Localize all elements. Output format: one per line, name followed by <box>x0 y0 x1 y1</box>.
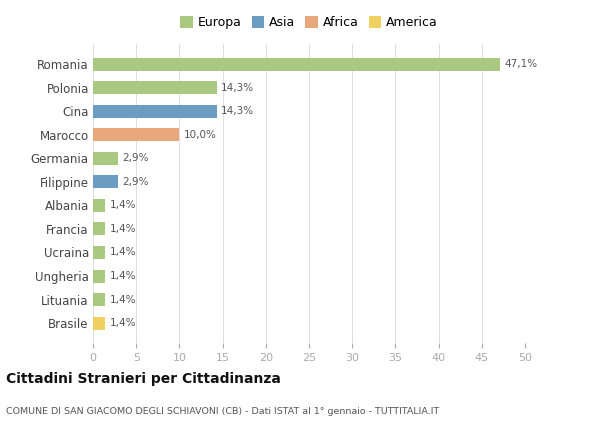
Bar <box>93 317 105 330</box>
Bar <box>93 81 217 94</box>
Text: 14,3%: 14,3% <box>221 106 254 116</box>
Text: 14,3%: 14,3% <box>221 83 254 93</box>
Bar <box>93 152 118 165</box>
Bar <box>93 246 105 259</box>
Text: 10,0%: 10,0% <box>184 130 217 140</box>
Text: 1,4%: 1,4% <box>109 318 136 328</box>
Text: Cittadini Stranieri per Cittadinanza: Cittadini Stranieri per Cittadinanza <box>6 372 281 386</box>
Text: 1,4%: 1,4% <box>109 294 136 304</box>
Text: 2,9%: 2,9% <box>122 153 149 163</box>
Text: 1,4%: 1,4% <box>109 224 136 234</box>
Text: 47,1%: 47,1% <box>504 59 538 69</box>
Bar <box>93 176 118 188</box>
Text: COMUNE DI SAN GIACOMO DEGLI SCHIAVONI (CB) - Dati ISTAT al 1° gennaio - TUTTITAL: COMUNE DI SAN GIACOMO DEGLI SCHIAVONI (C… <box>6 407 439 416</box>
Bar <box>93 293 105 306</box>
Text: 2,9%: 2,9% <box>122 177 149 187</box>
Bar <box>93 105 217 117</box>
Legend: Europa, Asia, Africa, America: Europa, Asia, Africa, America <box>178 14 440 32</box>
Bar <box>93 128 179 141</box>
Bar <box>93 223 105 235</box>
Text: 1,4%: 1,4% <box>109 247 136 257</box>
Text: 1,4%: 1,4% <box>109 271 136 281</box>
Bar <box>93 270 105 282</box>
Bar <box>93 199 105 212</box>
Text: 1,4%: 1,4% <box>109 200 136 210</box>
Bar <box>93 58 500 70</box>
